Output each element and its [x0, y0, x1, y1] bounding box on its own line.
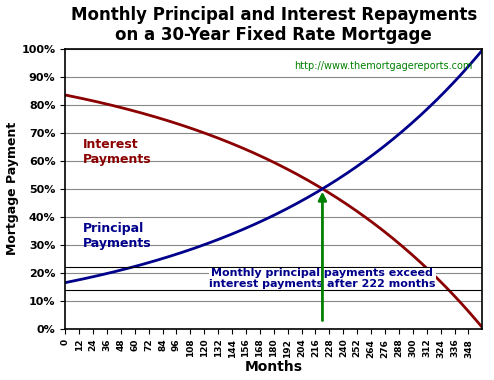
X-axis label: Months: Months [245, 361, 303, 374]
Y-axis label: Mortgage Payment: Mortgage Payment [5, 122, 19, 255]
Text: Principal
Payments: Principal Payments [82, 222, 151, 250]
Text: Interest
Payments: Interest Payments [82, 138, 151, 166]
Text: http://www.themortgagereports.com: http://www.themortgagereports.com [294, 61, 473, 71]
Title: Monthly Principal and Interest Repayments
on a 30-Year Fixed Rate Mortgage: Monthly Principal and Interest Repayment… [71, 6, 477, 44]
Text: Monthly principal payments exceed
interest payments after 222 months: Monthly principal payments exceed intere… [209, 268, 436, 289]
